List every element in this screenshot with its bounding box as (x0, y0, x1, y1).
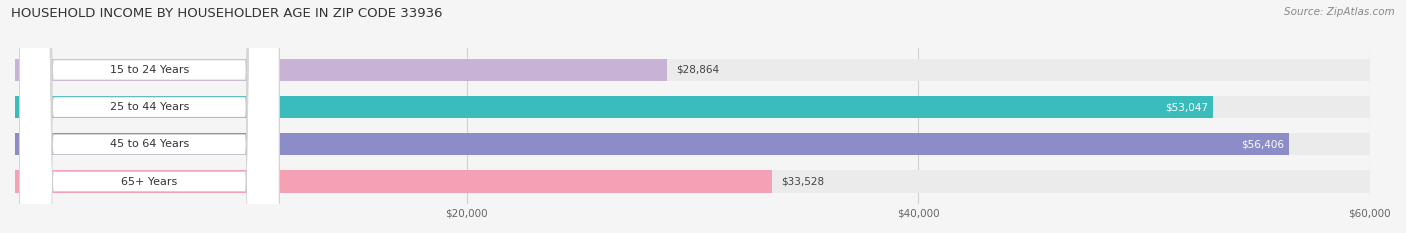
Bar (15, 59, 1369, 81)
Bar (15, 170, 772, 193)
Bar (15, 170, 1369, 193)
Text: 25 to 44 Years: 25 to 44 Years (110, 102, 188, 112)
Bar (15, 133, 1288, 155)
Text: $33,528: $33,528 (780, 177, 824, 187)
Bar (15, 133, 1369, 155)
FancyBboxPatch shape (20, 0, 280, 233)
Bar (15, 96, 1369, 118)
Bar (15, 59, 666, 81)
Text: 65+ Years: 65+ Years (121, 177, 177, 187)
FancyBboxPatch shape (20, 0, 280, 233)
Bar (15, 96, 1213, 118)
Text: $56,406: $56,406 (1241, 139, 1284, 149)
Text: $53,047: $53,047 (1166, 102, 1208, 112)
Text: 45 to 64 Years: 45 to 64 Years (110, 139, 188, 149)
Text: 15 to 24 Years: 15 to 24 Years (110, 65, 188, 75)
Text: $28,864: $28,864 (676, 65, 718, 75)
Text: Source: ZipAtlas.com: Source: ZipAtlas.com (1284, 7, 1395, 17)
Text: HOUSEHOLD INCOME BY HOUSEHOLDER AGE IN ZIP CODE 33936: HOUSEHOLD INCOME BY HOUSEHOLDER AGE IN Z… (11, 7, 443, 20)
FancyBboxPatch shape (20, 0, 280, 233)
FancyBboxPatch shape (20, 0, 280, 233)
